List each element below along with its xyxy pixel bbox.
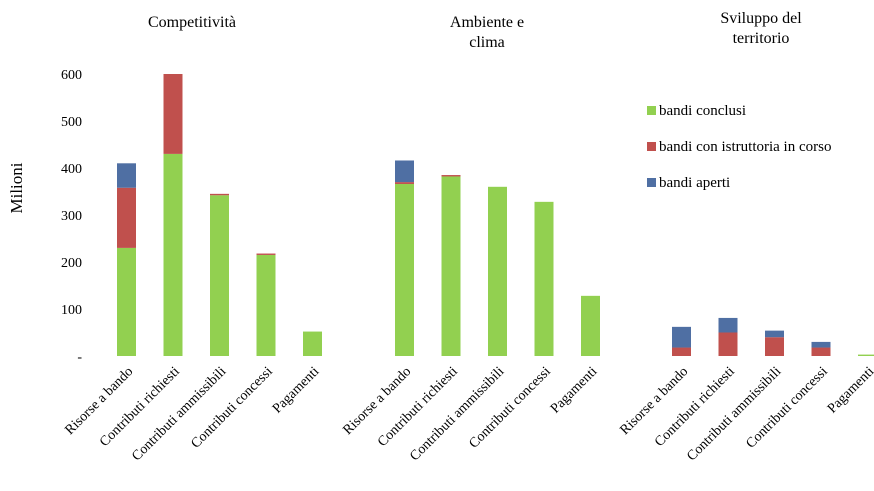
bar-segment [395,182,414,184]
group-title: Sviluppo del territorio [720,10,802,47]
legend-swatch [647,142,656,151]
y-tick-label: 100 [61,303,82,318]
y-tick-label: 600 [61,68,82,83]
bar-segment [303,331,322,356]
x-tick-label: Contributi concessi [744,364,831,451]
y-axis: - 100 200 300 400 500 600 [61,68,82,365]
bar-segment [718,332,738,356]
x-tick-label: Contributi richiesti [97,364,183,450]
bar-segment [811,347,831,356]
bar-segment [117,187,136,248]
bar-segment [210,193,229,196]
bar-segment [534,201,554,356]
bar-segment [765,330,784,338]
bar-segment [672,347,691,356]
bar-segment [672,326,691,348]
bar-segment [117,247,136,356]
bar-segment [441,176,461,356]
y-tick-label: 400 [61,162,82,177]
bar-segment [210,195,229,356]
bars [117,74,874,356]
legend-swatch [647,106,656,115]
group-title-line: clima [469,34,505,51]
bar-segment [256,254,276,356]
legend-entry: bandi aperti [659,175,730,191]
y-tick-label: 300 [61,209,82,224]
y-tick-label: 200 [61,256,82,271]
x-tick-label: Pagamenti [270,364,322,416]
legend-entry: bandi conclusi [659,103,746,119]
bar-segment [811,341,831,348]
x-tick-label: Pagamenti [548,364,600,416]
y-axis-label: Milioni [7,162,26,213]
x-tick-label: Contributi richiesti [375,364,461,450]
bar-segment [441,175,461,177]
y-tick-label: - [77,350,82,365]
group-title: Ambiente e clima [450,14,524,51]
bar-segment [163,153,183,356]
group-title-line: Sviluppo del [720,10,802,27]
bar-segment [858,354,874,356]
bar-segment [581,295,600,356]
bar-segment [395,160,414,183]
bar-segment [256,253,276,255]
legend-entry: bandi con istruttoria in corso [659,139,831,155]
group-title: Competitività [148,14,236,31]
bar-segment [718,317,738,333]
bar-segment [395,183,414,356]
x-tick-label: Contributi concessi [189,364,276,451]
x-tick-label: Contributi concessi [467,364,554,451]
bar-segment [117,163,136,188]
group-title-line: territorio [733,30,790,47]
legend: bandi conclusi bandi con istruttoria in c… [647,103,831,191]
group-title-line: Competitività [148,14,236,31]
bar-segment [488,186,507,356]
bar-segment [765,337,784,356]
bar-segment [163,74,183,154]
legend-swatch [647,178,656,187]
x-tick-label: Contributi richiesti [652,364,738,450]
y-tick-label: 500 [61,115,82,130]
group-titles: Competitività Ambiente e clima Sviluppo del… [148,10,802,51]
group-title-line: Ambiente e [450,14,524,31]
x-tick-label: Pagamenti [825,364,874,416]
